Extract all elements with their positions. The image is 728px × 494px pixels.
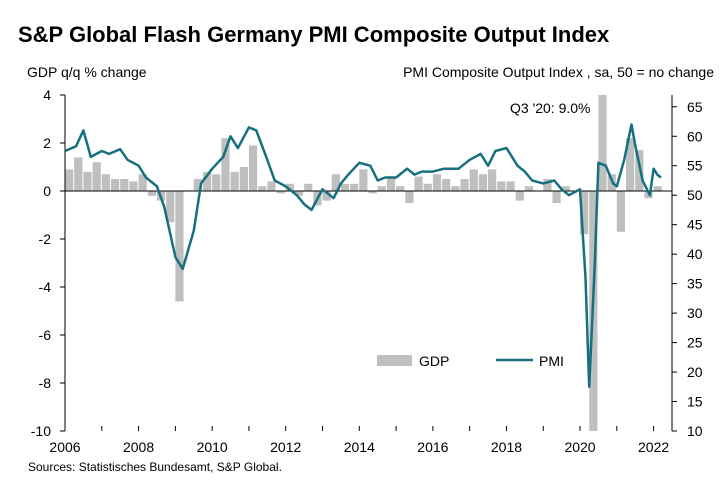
x-tick-label: 2012 [270,439,301,455]
gdp-bar [193,179,202,191]
gdp-bar [432,174,442,191]
left-tick-label: -8 [39,375,52,391]
gdp-bar [221,138,230,191]
gdp-bar [653,186,662,191]
right-tick-label: 60 [687,128,703,144]
gdp-bar [276,191,285,194]
right-tick-label: 50 [687,187,703,203]
gdp-bar [110,179,120,191]
x-tick-label: 2018 [491,439,522,455]
left-tick-label: 2 [43,135,51,151]
right-tick-label: 65 [687,99,703,115]
gdp-bar [101,174,110,191]
gdp-bar [423,183,432,191]
gdp-bar [202,171,212,191]
peak-annotation: Q3 '20: 9.0% [510,100,591,116]
gdp-bar [138,174,147,191]
right-tick-label: 10 [687,423,703,439]
gdp-bar [175,191,184,302]
gdp-bar [294,191,304,196]
gdp-bar [368,191,377,194]
gdp-bar [524,186,534,191]
gdp-bar [396,186,405,191]
right-tick-label: 45 [687,217,703,233]
gdp-bar [230,171,239,191]
axes: 420-2-4-6-8-1065605550454035302520151020… [31,87,703,455]
pmi-line [64,123,662,389]
gdp-bar [626,138,635,191]
gdp-bar [442,179,451,191]
gdp-bar [561,186,570,191]
gdp-bar [92,162,101,191]
legend-pmi-label: PMI [539,353,564,369]
gdp-bar [460,179,469,191]
gdp-bar [65,169,74,191]
gdp-bar [340,183,350,191]
right-tick-label: 30 [687,305,703,321]
gdp-bar [478,174,488,191]
right-tick-label: 35 [687,276,703,292]
left-tick-label: -2 [39,231,52,247]
gdp-bar [386,176,396,191]
right-tick-label: 40 [687,246,703,262]
right-axis-label: PMI Composite Output Index , sa, 50 = no… [403,64,714,80]
right-tick-label: 15 [687,394,703,410]
gdp-bar [147,191,156,196]
gdp-bar [212,174,221,191]
gdp-bar [506,181,515,191]
gdp-bar [285,183,294,191]
legend: GDP PMI [377,353,564,369]
gdp-bar [497,181,506,191]
gdp-bars [65,95,662,431]
gdp-bar [129,181,138,191]
gdp-bar [239,167,248,191]
gdp-bar [580,191,589,235]
pmi-line-group [64,123,662,389]
left-tick-label: -6 [39,327,52,343]
left-axis-label: GDP q/q % change [27,64,147,80]
gdp-bar [598,95,607,191]
legend-gdp-swatch [377,355,412,366]
source-note: Sources: Statistisches Bundesamt, S&P Gl… [28,460,282,474]
gdp-bar [120,179,129,191]
gdp-bar [616,191,626,232]
gdp-bar [469,169,478,191]
gdp-bar [267,181,276,191]
x-tick-label: 2006 [49,439,80,455]
gdp-bar [74,157,83,191]
right-tick-label: 55 [687,158,703,174]
left-tick-label: -4 [39,279,52,295]
gdp-bar [248,145,258,191]
gdp-bar [304,183,313,191]
x-tick-label: 2020 [564,439,595,455]
gdp-bar [414,176,423,191]
gdp-bar [543,179,552,191]
chart-title: S&P Global Flash Germany PMI Composite O… [18,22,610,47]
gdp-bar [83,171,92,191]
x-tick-label: 2022 [638,439,669,455]
gdp-bar [488,169,497,191]
left-tick-label: 4 [43,87,51,103]
right-tick-label: 20 [687,364,703,380]
gdp-bar [350,183,359,191]
right-tick-label: 25 [687,335,703,351]
gdp-bar [166,191,175,223]
left-tick-label: -10 [31,423,51,439]
x-tick-label: 2014 [344,439,375,455]
gdp-bar [515,191,524,201]
gdp-bar [451,186,460,191]
x-tick-label: 2008 [123,439,154,455]
gdp-bar [322,191,331,201]
x-tick-label: 2010 [197,439,228,455]
gdp-bar [377,186,386,191]
gdp-bar [359,169,368,191]
gdp-bar [552,191,561,203]
gdp-bar [331,174,340,191]
x-tick-label: 2016 [417,439,448,455]
gdp-bar [258,186,267,191]
legend-gdp-label: GDP [419,353,449,369]
left-tick-label: 0 [43,183,51,199]
gdp-bar [405,191,414,203]
